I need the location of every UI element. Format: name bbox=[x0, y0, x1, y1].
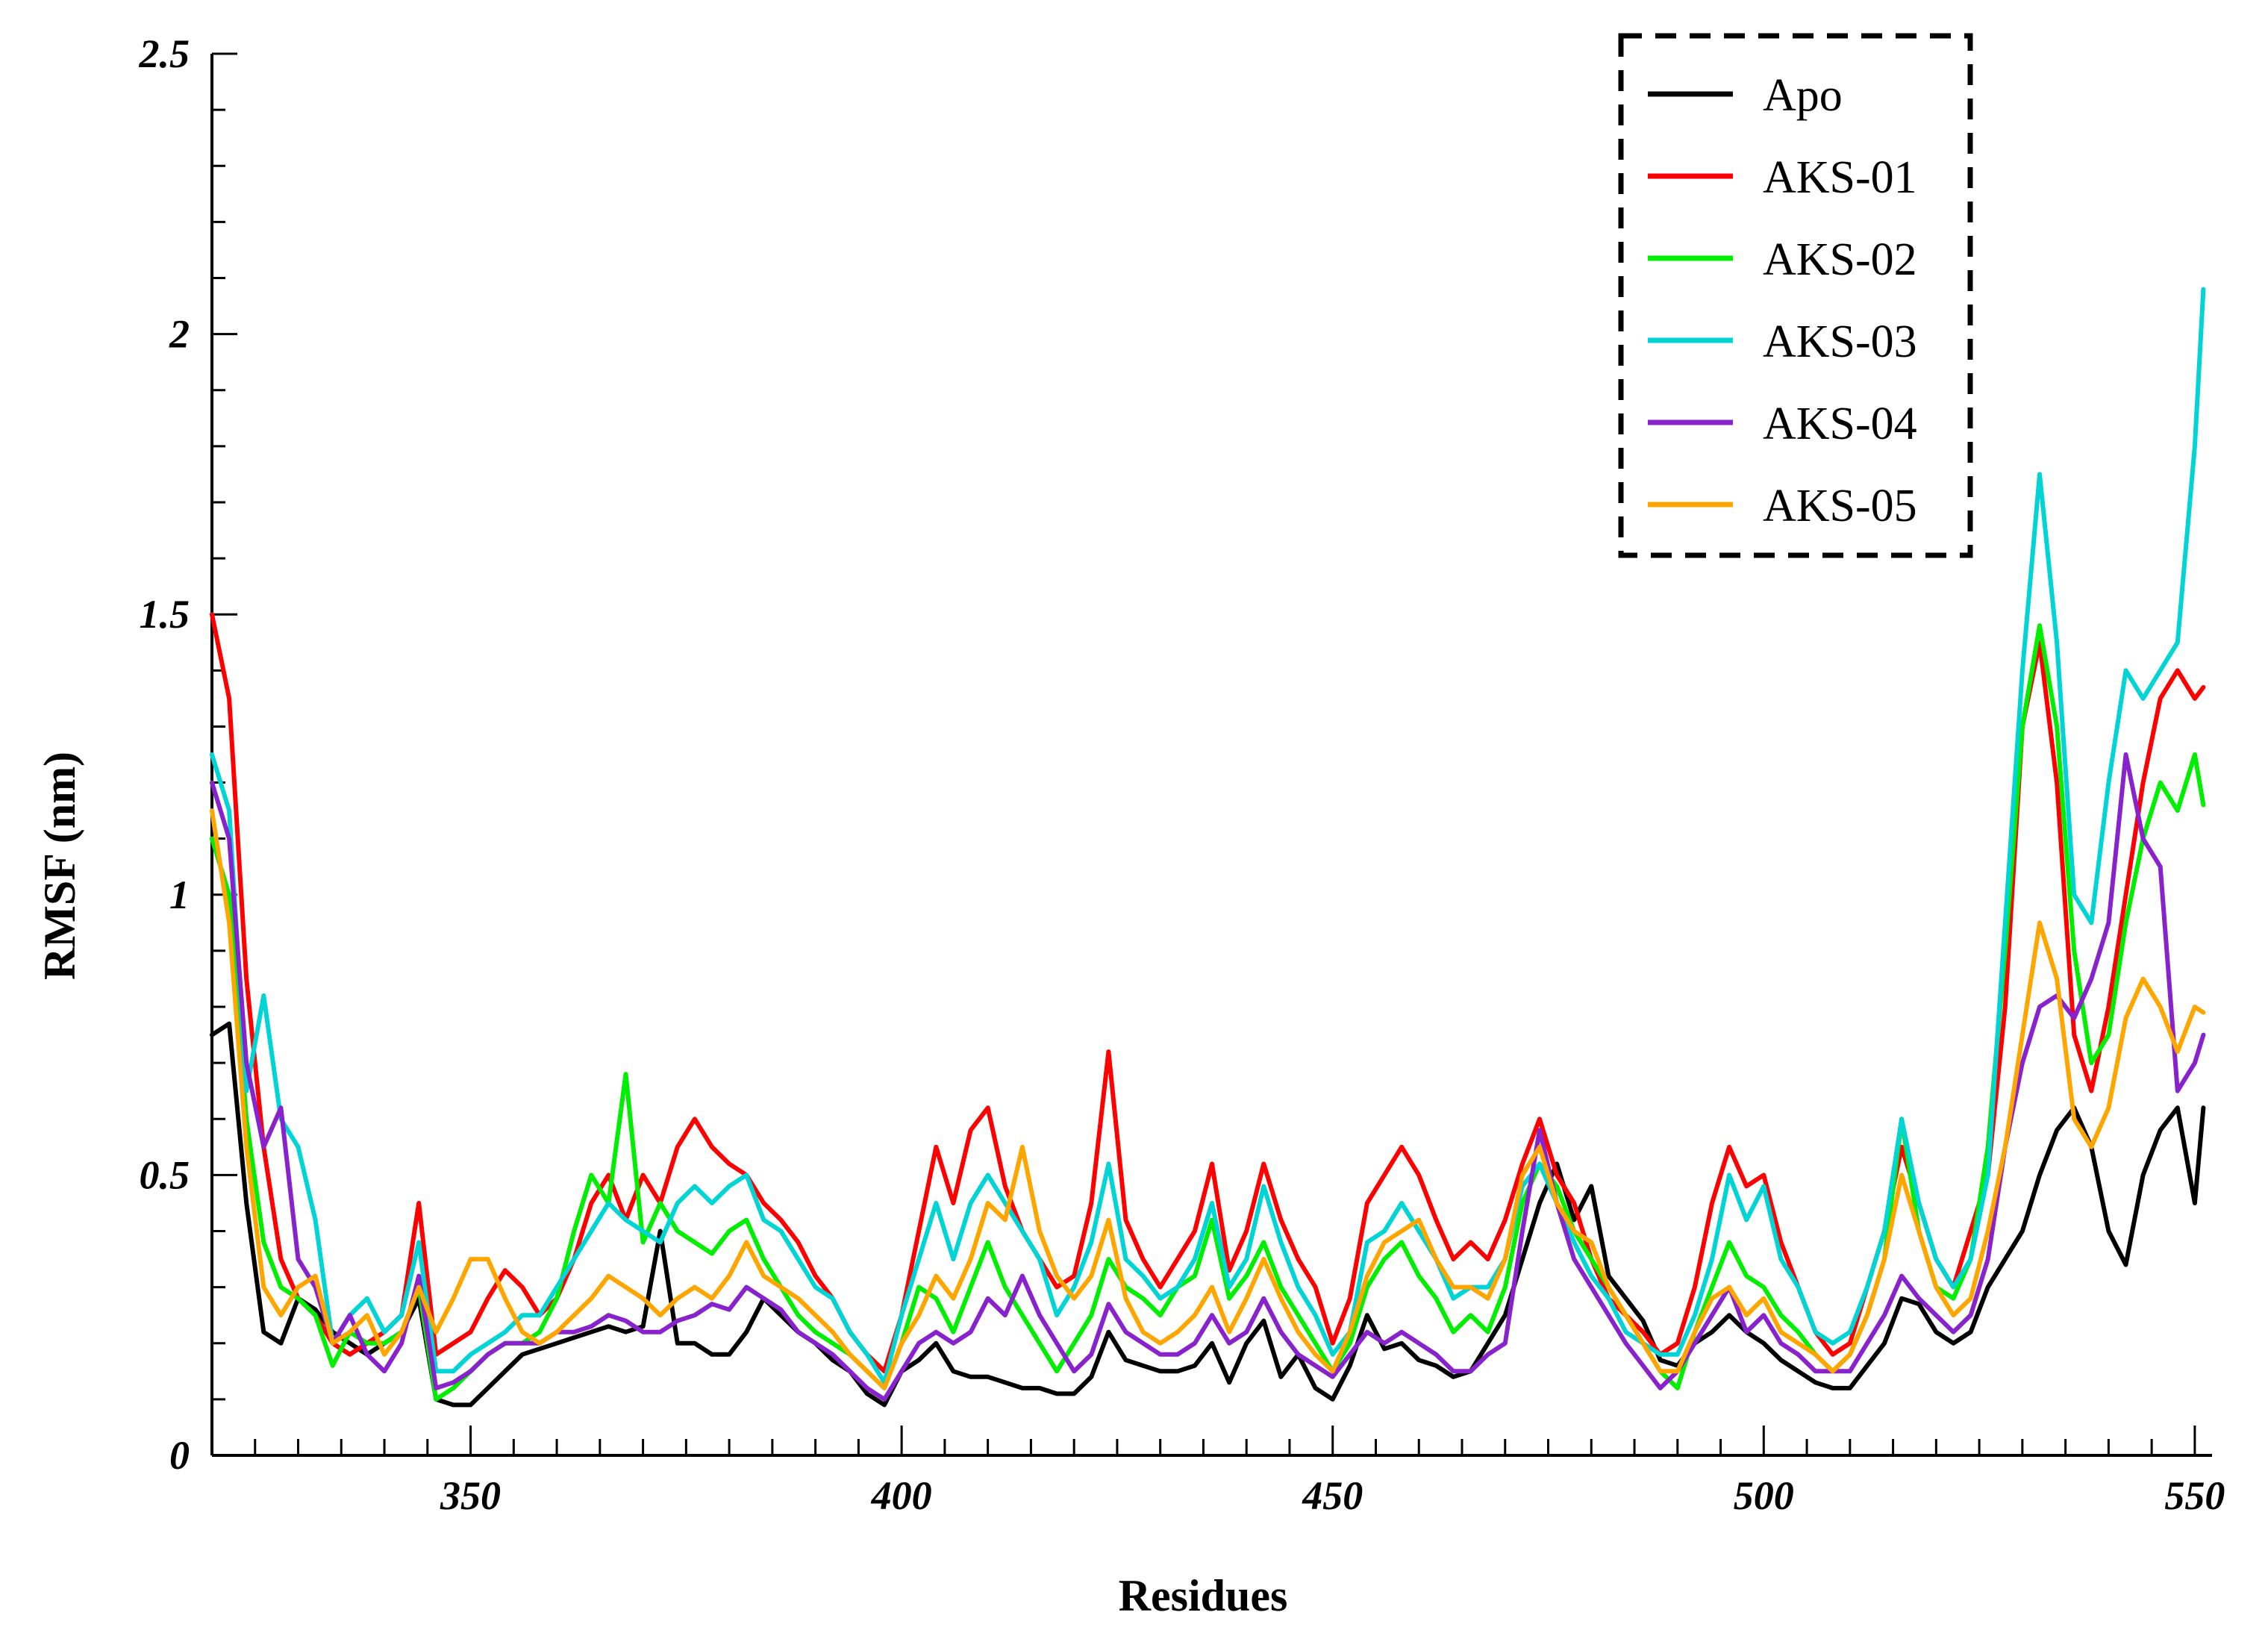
series-line-aks-03 bbox=[210, 287, 2206, 1385]
tick-labels: 0 0.5 1 1.5 2 2.5 350 400 450 500 550 bbox=[139, 31, 2225, 1518]
y-tick-label: 2.5 bbox=[139, 31, 190, 76]
legend-label-aks-01: AKS-01 bbox=[1763, 152, 1917, 203]
legend-label-aks-04: AKS-04 bbox=[1763, 399, 1917, 449]
series-line-apo bbox=[210, 1021, 2206, 1408]
y-tick-label: 2 bbox=[169, 312, 190, 357]
legend: Apo AKS-01 AKS-02 AKS-03 AKS-04 AKS-05 bbox=[1618, 33, 1973, 558]
legend-label-apo: Apo bbox=[1763, 70, 1843, 121]
x-tick-label: 400 bbox=[871, 1473, 932, 1518]
y-tick-label: 0 bbox=[169, 1433, 190, 1478]
series-line-aks-05 bbox=[210, 808, 2206, 1390]
y-axis-title: RMSF (nm) bbox=[35, 752, 84, 980]
x-tick-label: 550 bbox=[2164, 1473, 2225, 1518]
legend-box bbox=[1618, 33, 1973, 558]
legend-label-aks-02: AKS-02 bbox=[1763, 234, 1917, 285]
legend-label-aks-05: AKS-05 bbox=[1763, 481, 1917, 531]
x-tick-label: 350 bbox=[440, 1473, 501, 1518]
y-tick-label: 1.5 bbox=[140, 592, 190, 637]
x-axis-title: Residues bbox=[1119, 1571, 1288, 1620]
y-tick-label: 1 bbox=[169, 872, 190, 917]
series-lines bbox=[210, 287, 2206, 1408]
legend-label-aks-03: AKS-03 bbox=[1763, 316, 1917, 367]
y-tick-label: 0.5 bbox=[140, 1152, 190, 1197]
series-line-aks-01 bbox=[210, 612, 2206, 1374]
x-tick-label: 500 bbox=[1734, 1473, 1794, 1518]
series-line-aks-04 bbox=[210, 752, 2206, 1402]
x-tick-label: 450 bbox=[1302, 1473, 1363, 1518]
